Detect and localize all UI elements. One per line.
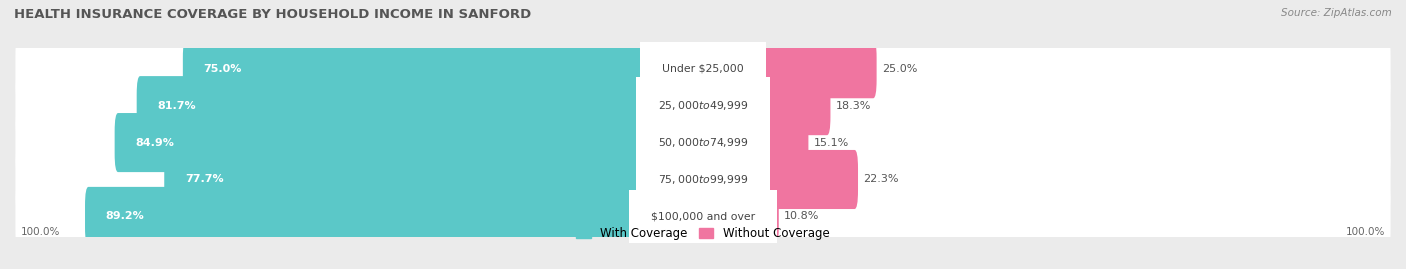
Text: 84.9%: 84.9% (135, 137, 174, 148)
Text: 25.0%: 25.0% (882, 64, 918, 74)
FancyBboxPatch shape (702, 150, 858, 209)
Text: $25,000 to $49,999: $25,000 to $49,999 (658, 99, 748, 112)
Text: 75.0%: 75.0% (204, 64, 242, 74)
FancyBboxPatch shape (702, 39, 876, 98)
Text: 81.7%: 81.7% (157, 101, 195, 111)
Legend: With Coverage, Without Coverage: With Coverage, Without Coverage (576, 227, 830, 240)
Text: $75,000 to $99,999: $75,000 to $99,999 (658, 173, 748, 186)
FancyBboxPatch shape (136, 76, 704, 135)
FancyBboxPatch shape (183, 39, 704, 98)
Text: 22.3%: 22.3% (863, 175, 898, 185)
Text: 100.0%: 100.0% (1346, 227, 1385, 237)
Text: Source: ZipAtlas.com: Source: ZipAtlas.com (1281, 8, 1392, 18)
FancyBboxPatch shape (702, 187, 779, 246)
Text: 89.2%: 89.2% (105, 211, 145, 221)
Text: 100.0%: 100.0% (21, 227, 60, 237)
Text: $50,000 to $74,999: $50,000 to $74,999 (658, 136, 748, 149)
Text: 77.7%: 77.7% (186, 175, 224, 185)
FancyBboxPatch shape (15, 137, 1391, 222)
FancyBboxPatch shape (165, 150, 704, 209)
FancyBboxPatch shape (15, 27, 1391, 111)
FancyBboxPatch shape (115, 113, 704, 172)
Text: 15.1%: 15.1% (814, 137, 849, 148)
FancyBboxPatch shape (15, 174, 1391, 259)
FancyBboxPatch shape (702, 76, 831, 135)
FancyBboxPatch shape (84, 187, 704, 246)
FancyBboxPatch shape (702, 113, 808, 172)
Text: 10.8%: 10.8% (785, 211, 820, 221)
Text: HEALTH INSURANCE COVERAGE BY HOUSEHOLD INCOME IN SANFORD: HEALTH INSURANCE COVERAGE BY HOUSEHOLD I… (14, 8, 531, 21)
Text: $100,000 and over: $100,000 and over (651, 211, 755, 221)
FancyBboxPatch shape (15, 101, 1391, 185)
FancyBboxPatch shape (15, 63, 1391, 148)
Text: 18.3%: 18.3% (837, 101, 872, 111)
Text: Under $25,000: Under $25,000 (662, 64, 744, 74)
